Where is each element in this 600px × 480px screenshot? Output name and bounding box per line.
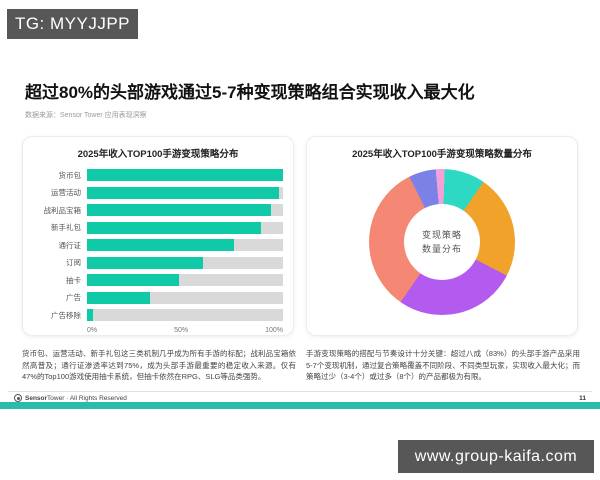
donut-center-label-line1: 变现策略 [421, 229, 462, 240]
x-axis-tick: 0% [87, 326, 98, 334]
donut-center-label: 变现策略 数量分布 [404, 204, 480, 280]
bar-fill [87, 256, 203, 269]
brand-name-bold: Sensor [25, 394, 48, 402]
bar-row: 通行证 [33, 239, 283, 251]
bar-row: 订阅 [33, 256, 283, 269]
donut-chart-title: 2025年收入TOP100手游变现策略数量分布 [352, 149, 532, 160]
bar-row: 广告 [33, 291, 283, 304]
donut-chart-card: 2025年收入TOP100手游变现策略数量分布 变现策略 数量分布 [306, 136, 578, 336]
bar-chart-card: 2025年收入TOP100手游变现策略分布 货币包 运营活动 战利品宝箱 新手礼… [22, 136, 294, 336]
bar-track [87, 204, 283, 216]
donut-center-label-line2: 数量分布 [421, 244, 462, 254]
bar-track [87, 186, 283, 199]
bar-fill [87, 291, 150, 304]
bar-chart-caption: 货币包、运营活动、新手礼包这三类机制几乎成为所有手游的标配；战利品宝箱依然高普及… [22, 349, 296, 382]
sensortower-logo-icon [14, 394, 22, 402]
bar-chart-title: 2025年收入TOP100手游变现策略分布 [77, 149, 239, 160]
bar-fill [87, 309, 93, 321]
x-axis-tick: 100% [265, 326, 283, 334]
footer-divider [8, 391, 592, 392]
rights-text: · All Rights Reserved [66, 394, 127, 402]
donut-chart: 变现策略 数量分布 [369, 169, 515, 315]
bar-label: 新手礼包 [51, 223, 81, 232]
bar-fill [87, 221, 262, 234]
telegram-watermark-badge: TG: MYYJJPP [7, 9, 138, 39]
bar-fill [87, 274, 180, 286]
bar-fill [87, 239, 234, 251]
footer-brand: SensorTower · All Rights Reserved [14, 394, 127, 402]
website-watermark-badge: www.group-kaifa.com [398, 440, 594, 473]
bar-label: 广告移除 [51, 310, 81, 320]
bar-track [87, 309, 283, 321]
bar-label: 战利品宝箱 [43, 205, 82, 215]
bar-label: 订阅 [66, 258, 81, 267]
page-number: 11 [579, 394, 586, 402]
footer: SensorTower · All Rights Reserved 11 [14, 394, 586, 402]
bar-track [87, 221, 283, 234]
bar-track [87, 274, 283, 286]
bar-fill [87, 186, 280, 199]
donut-chart-caption: 手游变现策略的搭配与节奏设计十分关键：超过八成（83%）的头部手游产品采用5-7… [306, 349, 580, 382]
bar-label: 广告 [66, 293, 81, 302]
bar-label: 运营活动 [51, 188, 81, 197]
bar-label: 通行证 [58, 240, 82, 250]
bar-row: 运营活动 [33, 186, 283, 199]
bar-row: 战利品宝箱 [33, 204, 283, 216]
page-title: 超过80%的头部游戏通过5-7种变现策略组合实现收入最大化 [25, 83, 475, 102]
bar-row: 抽卡 [33, 274, 283, 286]
bar-track [87, 256, 283, 269]
bar-row: 广告移除 [33, 309, 283, 321]
bar-row: 新手礼包 [33, 221, 283, 234]
bar-track [87, 169, 283, 181]
logo-dot [16, 396, 20, 400]
bar-row: 货币包 [33, 169, 283, 181]
bar-track [87, 291, 283, 304]
bar-label: 货币包 [58, 170, 82, 180]
bar-fill [87, 169, 283, 181]
bar-fill [87, 204, 272, 216]
x-axis: 0% 50% 100% [87, 327, 283, 334]
x-axis-tick: 50% [174, 326, 189, 334]
data-source-note: 数据来源：Sensor Tower 应用表现洞察 [25, 112, 147, 119]
bar-label: 抽卡 [66, 275, 81, 285]
footer-accent-bar [0, 402, 600, 409]
brand-name-rest: Tower [47, 394, 65, 402]
bar-track [87, 239, 283, 251]
